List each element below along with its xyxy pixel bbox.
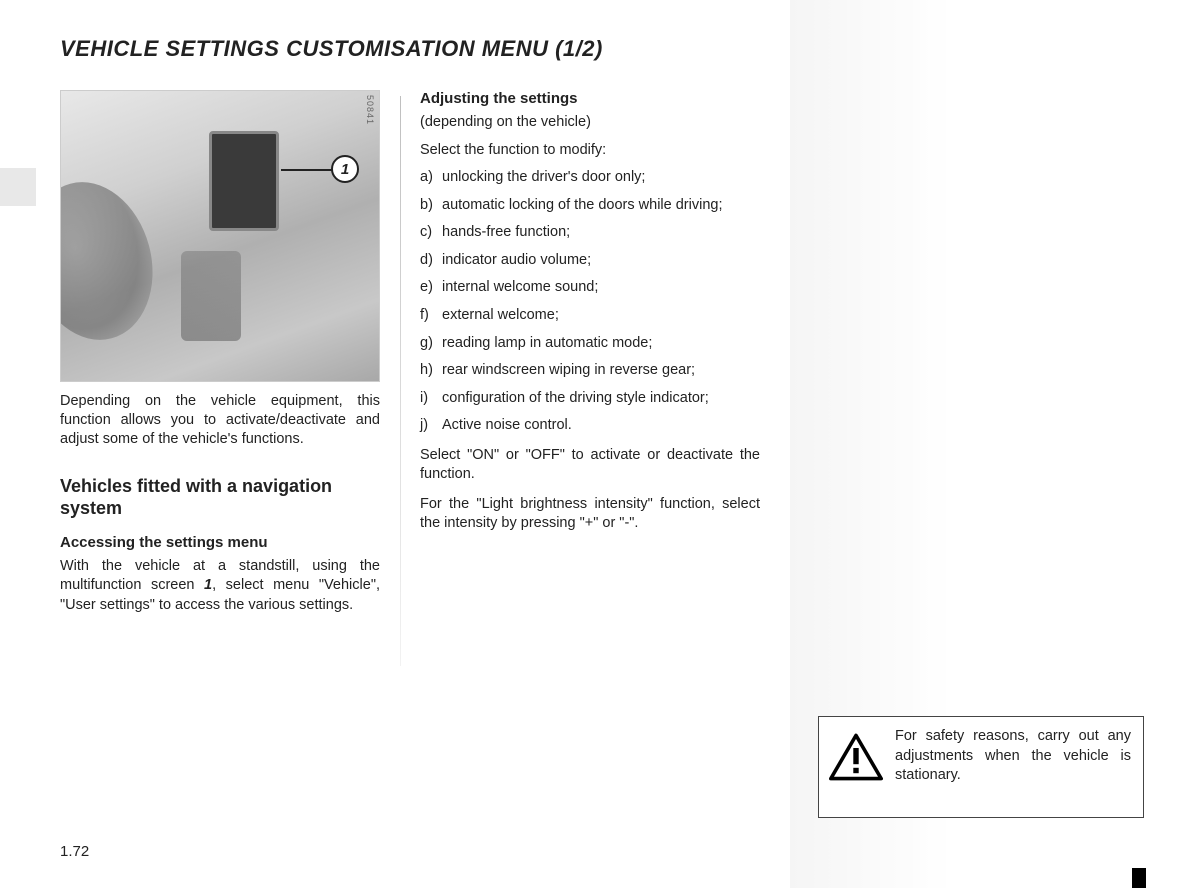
list-marker: f) (420, 306, 442, 326)
list-text: Active noise control. (442, 416, 760, 436)
list-text: external welcome; (442, 306, 760, 326)
list-item: a)unlocking the driver's door only; (420, 168, 760, 188)
page-number: 1.72 (60, 843, 89, 860)
list-item: b)automatic locking of the doors while d… (420, 196, 760, 216)
list-text: configuration of the driving style indic… (442, 389, 760, 409)
sub-heading-accessing: Accessing the settings menu (60, 534, 380, 551)
section-heading-navigation: Vehicles fitted with a navigation system (60, 475, 380, 520)
heading-adjusting: Adjusting the settings (420, 90, 760, 107)
list-marker: e) (420, 278, 442, 298)
list-marker: b) (420, 196, 442, 216)
figure-caption: Depending on the vehicle equipment, this… (60, 392, 380, 449)
list-text: internal welcome sound; (442, 278, 760, 298)
list-marker: h) (420, 361, 442, 381)
list-marker: d) (420, 251, 442, 271)
image-reference-number: 50841 (365, 95, 375, 125)
list-text: automatic locking of the doors while dri… (442, 196, 760, 216)
column-left: 1 50841 Depending on the vehicle equipme… (60, 90, 380, 625)
list-marker: a) (420, 168, 442, 188)
warning-text: For safety reasons, carry out any adjust… (895, 727, 1131, 786)
list-item: g)reading lamp in automatic mode; (420, 334, 760, 354)
list-item: j)Active noise control. (420, 416, 760, 436)
settings-list: a)unlocking the driver's door only; b)au… (420, 168, 760, 436)
list-item: c)hands-free function; (420, 223, 760, 243)
list-item: i)configuration of the driving style ind… (420, 389, 760, 409)
list-text: reading lamp in automatic mode; (442, 334, 760, 354)
list-item: e)internal welcome sound; (420, 278, 760, 298)
dashboard-figure: 1 50841 (60, 90, 380, 382)
list-text: hands-free function; (442, 223, 760, 243)
column-divider (400, 96, 401, 666)
access-paragraph: With the vehicle at a standstill, using … (60, 557, 380, 616)
dashboard-console-shape (181, 251, 241, 341)
column-middle: Adjusting the settings (depending on the… (420, 90, 760, 544)
dashboard-screen (209, 131, 279, 231)
warning-icon (829, 733, 883, 781)
edge-tab (0, 168, 36, 206)
page-title: VEHICLE SETTINGS CUSTOMISATION MENU (1/2… (60, 36, 603, 62)
list-marker: j) (420, 416, 442, 436)
select-intro: Select the function to modify: (420, 141, 760, 161)
list-text: rear windscreen wiping in reverse gear; (442, 361, 760, 381)
callout-line (281, 169, 336, 171)
list-marker: i) (420, 389, 442, 409)
list-item: h)rear windscreen wiping in reverse gear… (420, 361, 760, 381)
crop-mark (1132, 868, 1146, 888)
list-marker: c) (420, 223, 442, 243)
warning-box: For safety reasons, carry out any adjust… (818, 716, 1144, 818)
dashboard-steering-shape (60, 168, 170, 354)
access-text-number: 1 (204, 577, 212, 593)
list-text: indicator audio volume; (442, 251, 760, 271)
on-off-paragraph: Select "ON" or "OFF" to activate or deac… (420, 446, 760, 485)
callout-circle: 1 (331, 155, 359, 183)
list-text: unlocking the driver's door only; (442, 168, 760, 188)
list-item: d)indicator audio volume; (420, 251, 760, 271)
list-marker: g) (420, 334, 442, 354)
brightness-paragraph: For the "Light brightness intensity" fun… (420, 495, 760, 534)
list-item: f)external welcome; (420, 306, 760, 326)
depending-note: (depending on the vehicle) (420, 113, 760, 133)
